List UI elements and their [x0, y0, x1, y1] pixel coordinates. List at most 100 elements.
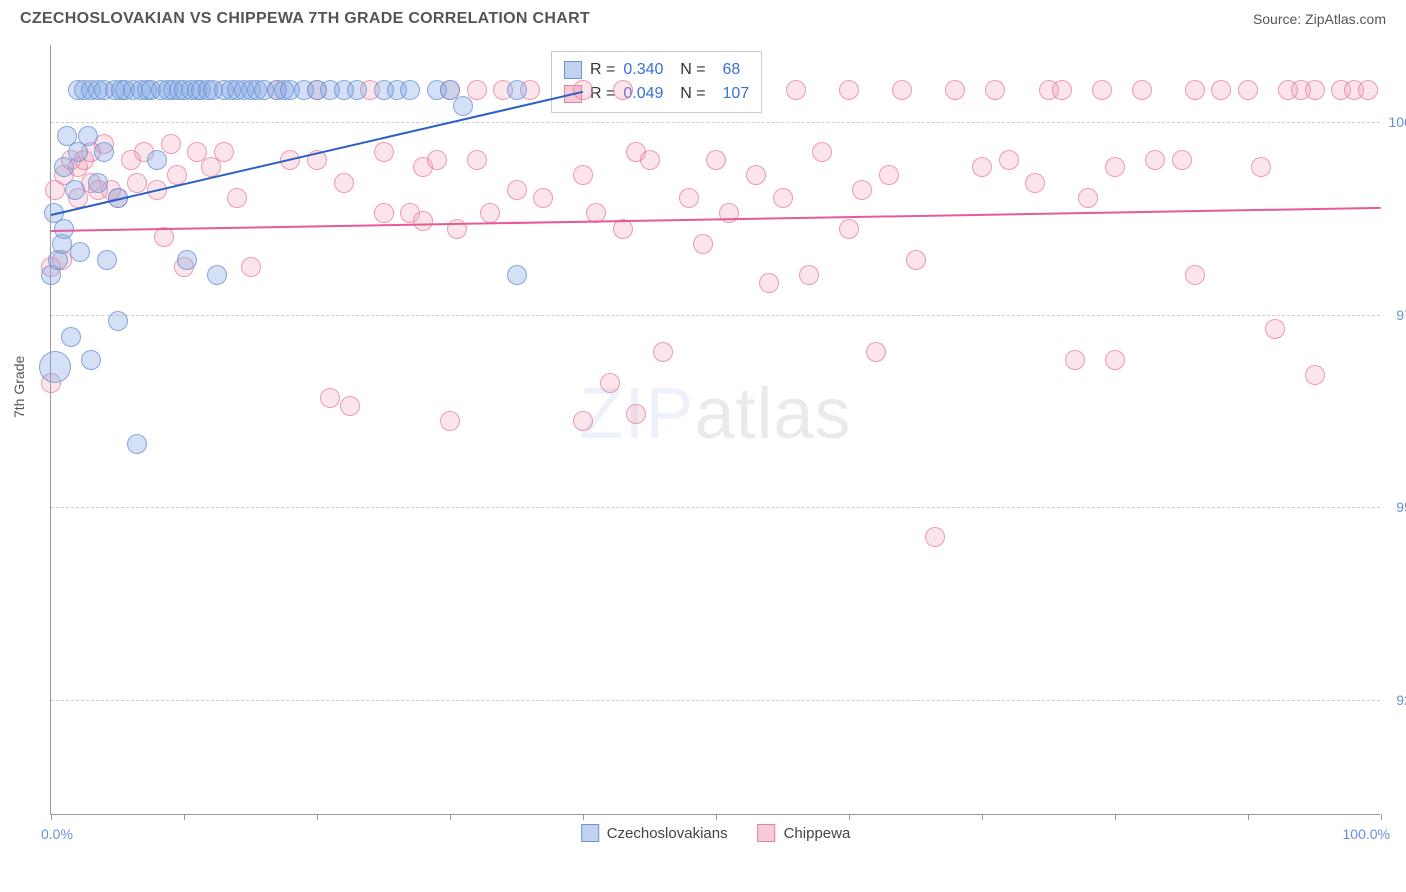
- x-tick: [1115, 814, 1116, 820]
- x-tick: [583, 814, 584, 820]
- grid-line: [51, 122, 1380, 123]
- data-point-blue: [39, 351, 71, 383]
- data-point-blue: [400, 80, 420, 100]
- r-label: R =: [590, 82, 615, 106]
- data-point-blue: [507, 80, 527, 100]
- chart-title: CZECHOSLOVAKIAN VS CHIPPEWA 7TH GRADE CO…: [20, 10, 590, 28]
- data-point-pink: [1145, 150, 1165, 170]
- data-point-pink: [812, 142, 832, 162]
- grid-line: [51, 700, 1380, 701]
- data-point-pink: [746, 165, 766, 185]
- data-point-blue: [78, 126, 98, 146]
- x-axis-max-label: 100.0%: [1343, 826, 1390, 842]
- data-point-pink: [786, 80, 806, 100]
- r-label: R =: [590, 58, 615, 82]
- data-point-pink: [1078, 188, 1098, 208]
- data-point-pink: [1092, 80, 1112, 100]
- data-point-pink: [227, 188, 247, 208]
- data-point-blue: [507, 265, 527, 285]
- watermark: ZIPatlas: [579, 373, 851, 455]
- data-point-blue: [177, 250, 197, 270]
- data-point-blue: [65, 180, 85, 200]
- grid-line: [51, 315, 1380, 316]
- data-point-blue: [147, 150, 167, 170]
- x-tick: [184, 814, 185, 820]
- data-point-pink: [773, 188, 793, 208]
- x-tick: [1248, 814, 1249, 820]
- data-point-pink: [719, 203, 739, 223]
- data-point-blue: [347, 80, 367, 100]
- data-point-blue: [207, 265, 227, 285]
- data-point-pink: [640, 150, 660, 170]
- data-point-pink: [799, 265, 819, 285]
- data-point-pink: [467, 150, 487, 170]
- grid-line: [51, 507, 1380, 508]
- stats-legend-row: R =0.340 N = 68: [564, 58, 749, 82]
- data-point-pink: [320, 388, 340, 408]
- legend-item: Chippewa: [758, 824, 851, 842]
- data-point-pink: [892, 80, 912, 100]
- data-point-blue: [94, 142, 114, 162]
- x-tick: [450, 814, 451, 820]
- y-axis-title: 7th Grade: [11, 355, 27, 417]
- n-label: N =: [671, 58, 705, 82]
- data-point-pink: [945, 80, 965, 100]
- data-point-pink: [573, 411, 593, 431]
- legend-swatch-blue: [581, 824, 599, 842]
- data-point-pink: [653, 342, 673, 362]
- data-point-pink: [759, 273, 779, 293]
- data-point-blue: [70, 242, 90, 262]
- data-point-blue: [453, 96, 473, 116]
- data-point-pink: [1065, 350, 1085, 370]
- y-tick-label: 97.5%: [1396, 307, 1406, 323]
- x-tick: [982, 814, 983, 820]
- n-label: N =: [671, 82, 705, 106]
- data-point-pink: [839, 219, 859, 239]
- data-point-pink: [839, 80, 859, 100]
- data-point-pink: [334, 173, 354, 193]
- data-point-pink: [626, 404, 646, 424]
- data-point-pink: [706, 150, 726, 170]
- x-tick: [1381, 814, 1382, 820]
- legend-label: Czechoslovakians: [607, 825, 728, 842]
- x-tick: [716, 814, 717, 820]
- data-point-pink: [374, 142, 394, 162]
- data-point-pink: [1238, 80, 1258, 100]
- data-point-pink: [214, 142, 234, 162]
- data-point-pink: [1211, 80, 1231, 100]
- x-tick: [51, 814, 52, 820]
- legend-swatch-blue: [564, 61, 582, 79]
- data-point-pink: [1105, 350, 1125, 370]
- x-axis-min-label: 0.0%: [41, 826, 73, 842]
- y-tick-label: 100.0%: [1389, 114, 1406, 130]
- data-point-pink: [613, 80, 633, 100]
- data-point-blue: [61, 327, 81, 347]
- data-point-pink: [985, 80, 1005, 100]
- data-point-pink: [413, 211, 433, 231]
- n-value: 107: [714, 82, 750, 106]
- data-point-pink: [507, 180, 527, 200]
- data-point-pink: [693, 234, 713, 254]
- data-point-pink: [1025, 173, 1045, 193]
- legend-swatch-pink: [758, 824, 776, 842]
- data-point-pink: [127, 173, 147, 193]
- n-value: 68: [714, 58, 741, 82]
- data-point-pink: [600, 373, 620, 393]
- data-point-pink: [440, 411, 460, 431]
- chart-plot-area: 7th Grade ZIPatlas 0.0% 100.0% R =0.340 …: [50, 45, 1380, 815]
- data-point-pink: [999, 150, 1019, 170]
- data-point-pink: [1305, 365, 1325, 385]
- data-point-blue: [108, 311, 128, 331]
- watermark-atlas: atlas: [694, 374, 851, 454]
- data-point-pink: [866, 342, 886, 362]
- series-legend: Czechoslovakians Chippewa: [581, 824, 851, 842]
- source-label: Source: ZipAtlas.com: [1253, 11, 1386, 27]
- data-point-pink: [573, 80, 593, 100]
- data-point-pink: [925, 527, 945, 547]
- data-point-pink: [573, 165, 593, 185]
- data-point-blue: [97, 250, 117, 270]
- data-point-pink: [679, 188, 699, 208]
- x-tick: [849, 814, 850, 820]
- legend-item: Czechoslovakians: [581, 824, 728, 842]
- data-point-blue: [88, 173, 108, 193]
